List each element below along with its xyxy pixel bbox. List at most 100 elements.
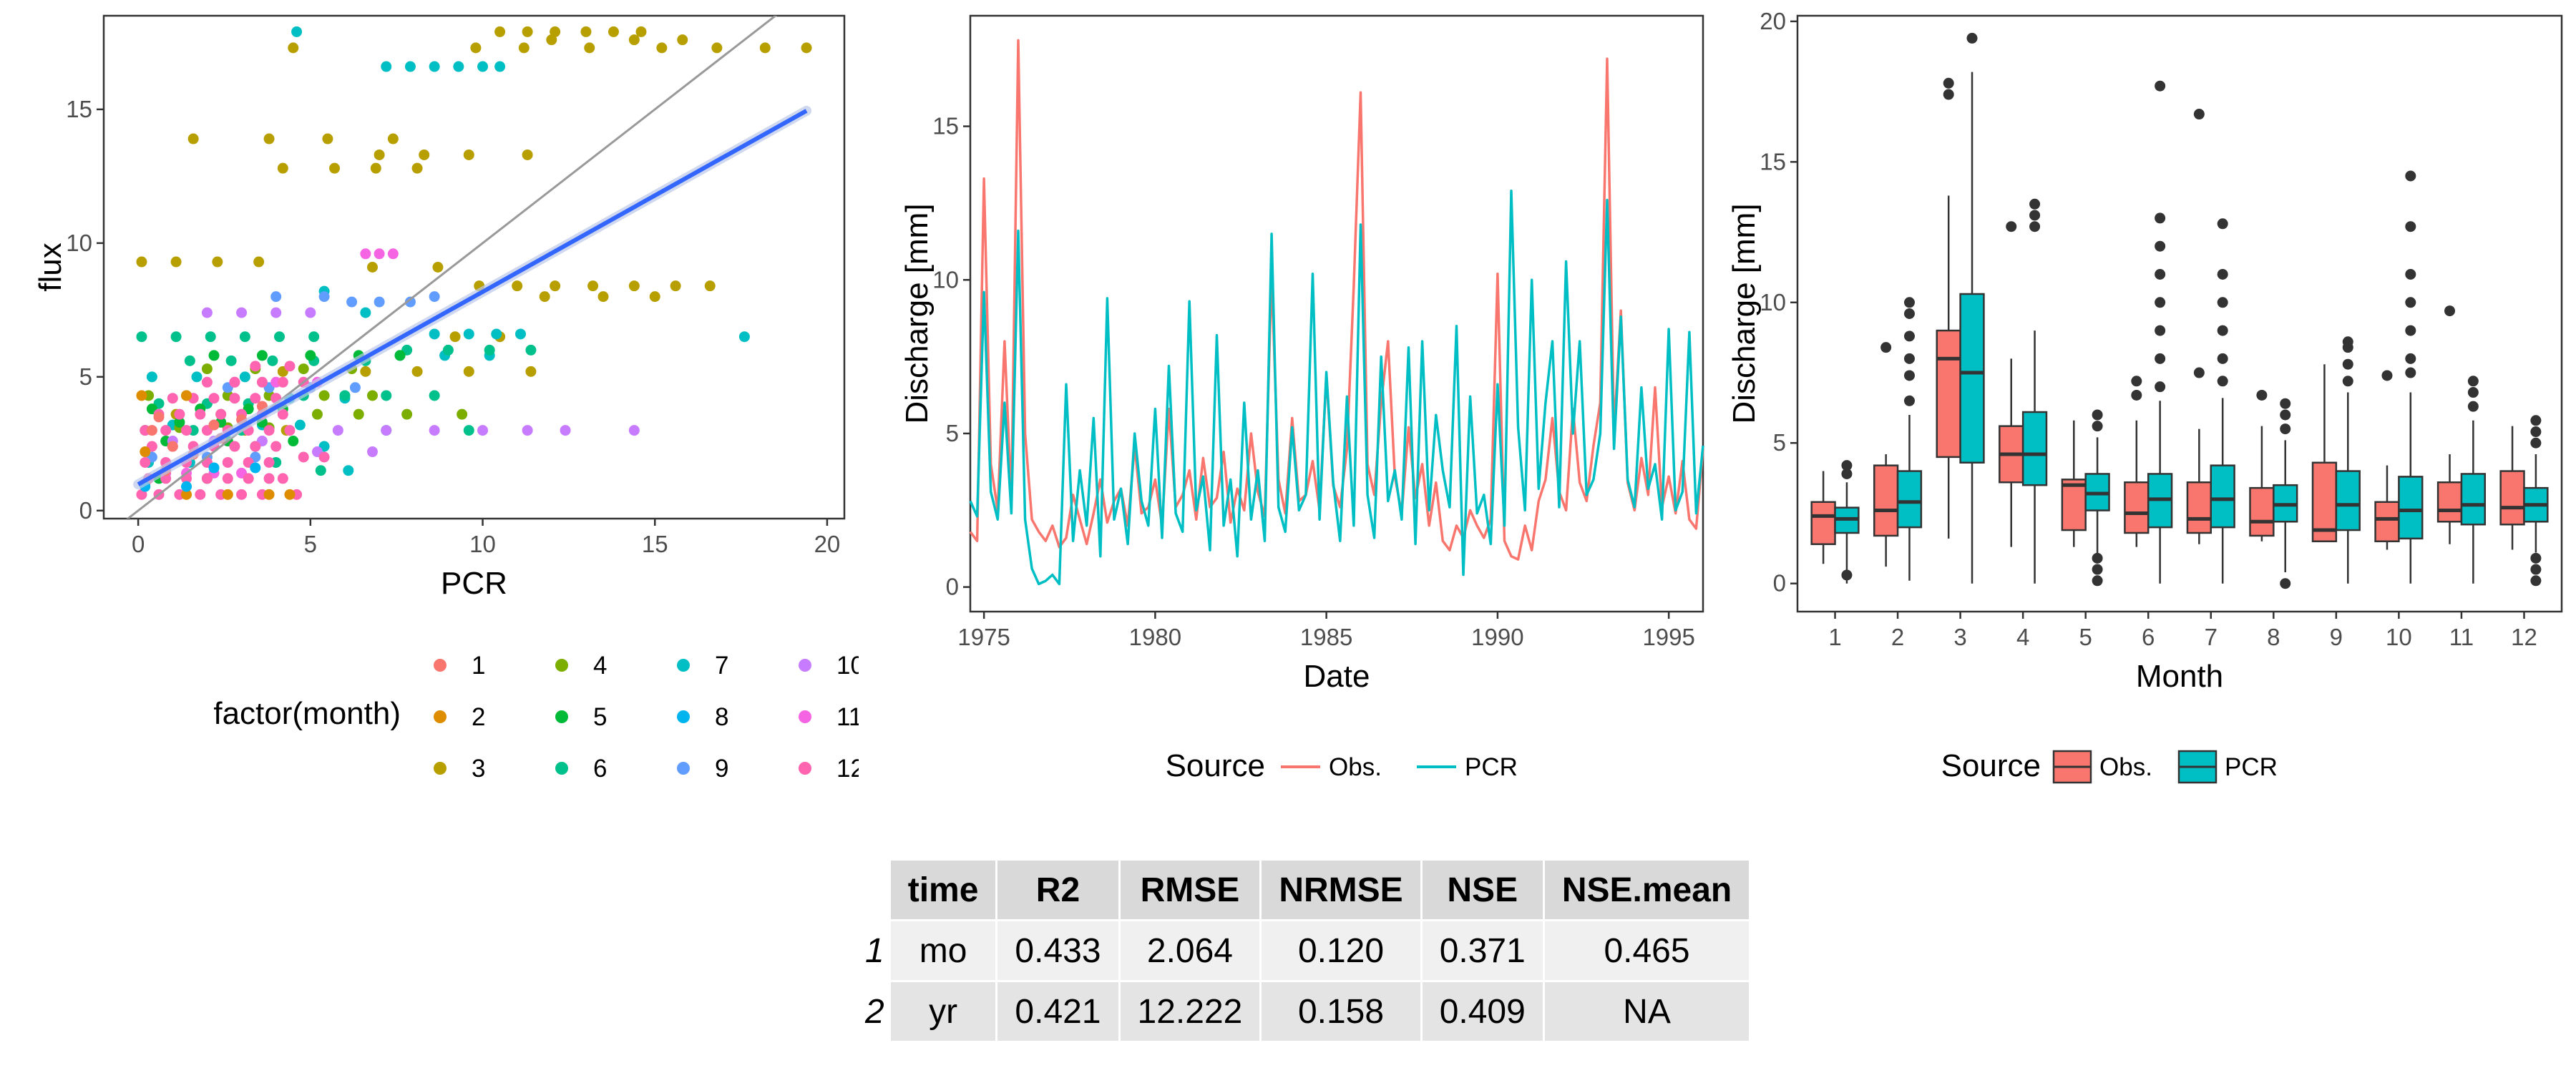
legend-label: 5 <box>593 703 607 731</box>
box-outlier <box>2029 198 2041 210</box>
row-index-header <box>859 858 891 921</box>
box-outlier <box>1966 32 1978 44</box>
scatter-point <box>315 465 326 476</box>
scatter-point <box>670 280 681 292</box>
legend-key <box>677 659 690 672</box>
box-outlier <box>1841 460 1853 471</box>
scatter-point <box>184 355 195 366</box>
legend-key <box>799 762 811 775</box>
box-body <box>2210 464 2235 529</box>
box-outlier <box>2405 325 2416 336</box>
box-body <box>1936 329 1961 459</box>
obs-series-line <box>969 39 1704 561</box>
scatter-point <box>738 331 750 343</box>
scatter-point <box>429 425 440 436</box>
box-outlier <box>2006 221 2017 232</box>
scatter-point <box>201 376 213 388</box>
scatter-point <box>381 425 392 436</box>
legend-label: 7 <box>715 652 728 680</box>
scatter-point <box>429 328 440 340</box>
scatter-point <box>263 133 275 144</box>
scatter-point <box>635 26 647 37</box>
y-tick-label: 15 <box>932 113 959 139</box>
table-cell: 0.371 <box>1420 919 1545 982</box>
x-tick-label: 1990 <box>1471 624 1523 650</box>
scatter-point <box>222 456 233 468</box>
box-outlier <box>1943 89 1954 100</box>
scatter-point <box>195 408 206 420</box>
pcr-series-line <box>969 189 1704 586</box>
box-outlier <box>1841 569 1853 581</box>
box-outlier <box>2405 297 2416 308</box>
box-outlier <box>2131 389 2142 401</box>
legend-label: 3 <box>472 755 485 783</box>
legend-label: 2 <box>472 703 485 731</box>
legend-label: Obs. <box>2099 753 2152 781</box>
legend-key <box>799 659 811 672</box>
legend-label: 9 <box>715 755 728 783</box>
scatter-point <box>429 291 440 303</box>
discharge-timeseries-chart: 0 5 10 15 1975 1980 1985 1990 1995 Date Discharge … <box>899 14 1704 783</box>
scatter-point <box>187 133 199 144</box>
scatter-point <box>419 149 430 160</box>
scatter-point <box>181 425 192 436</box>
scatter-point <box>181 489 192 500</box>
box-outlier <box>1943 77 1954 89</box>
scatter-point <box>366 390 378 401</box>
y-tick-label: 10 <box>932 266 959 293</box>
scatter-point <box>463 149 474 160</box>
scatter-point <box>494 61 506 72</box>
box-outlier <box>1903 370 1915 381</box>
table-cell: 0.465 <box>1542 919 1752 982</box>
box-outlier <box>1903 395 1915 406</box>
scatter-point <box>270 291 282 303</box>
x-tick-label: 1975 <box>957 624 1010 650</box>
identity-line <box>126 16 778 519</box>
scatter-point <box>711 42 723 54</box>
scatter-point <box>322 133 333 144</box>
scatter-point <box>477 425 489 436</box>
x-tick-label: 1980 <box>1129 624 1181 650</box>
scatter-point <box>387 133 399 144</box>
x-tick-label: 4 <box>2016 624 2029 650</box>
column-header: R2 <box>995 858 1121 921</box>
scatter-point <box>343 465 354 476</box>
scatter-point <box>366 262 378 273</box>
legend-title: Source <box>1941 748 2041 783</box>
panel-border <box>1796 14 2563 613</box>
scatter-point <box>522 425 533 436</box>
scatter-point <box>298 363 309 375</box>
box-outlier <box>2342 376 2353 387</box>
legend-label: 8 <box>715 703 728 731</box>
x-tick-label: 1995 <box>1642 624 1694 650</box>
scatter-point <box>274 331 286 343</box>
scatter-point <box>381 61 392 72</box>
y-tick-label: 5 <box>1773 429 1786 456</box>
scatter-point <box>191 371 203 383</box>
box-outlier <box>2217 268 2228 280</box>
scatter-point <box>457 408 468 420</box>
x-tick-label: 15 <box>642 531 668 557</box>
scatter-point <box>277 408 288 420</box>
scatter-point <box>394 350 406 361</box>
legend-label: PCR <box>2225 753 2278 781</box>
box-outlier <box>2155 80 2166 92</box>
scatter-point <box>704 280 716 292</box>
scatter-point <box>550 26 561 37</box>
y-tick-label: 0 <box>1773 570 1786 597</box>
scatter-point <box>229 393 240 404</box>
scatter-point <box>267 355 278 366</box>
box-outlier <box>2530 552 2542 564</box>
scatter-point <box>332 425 343 436</box>
scatter-point <box>291 26 303 37</box>
scatter-point <box>360 366 371 377</box>
legend-label: 4 <box>593 652 607 680</box>
scatter-point <box>277 162 288 174</box>
scatter-point <box>470 42 482 54</box>
box-outlier <box>1903 330 1915 342</box>
scatter-point <box>546 34 557 46</box>
box-outlier <box>2217 325 2228 336</box>
box-outlier <box>2405 268 2416 280</box>
scatter-point <box>263 489 275 500</box>
legend-key <box>555 762 568 775</box>
